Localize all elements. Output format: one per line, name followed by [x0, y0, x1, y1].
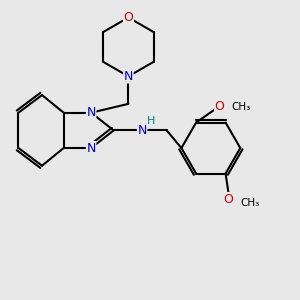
Text: O: O [215, 100, 225, 113]
Text: N: N [124, 70, 133, 83]
Text: O: O [224, 193, 233, 206]
Text: CH₃: CH₃ [232, 102, 251, 112]
Text: N: N [86, 142, 96, 154]
Text: CH₃: CH₃ [240, 198, 260, 208]
Text: N: N [86, 106, 96, 119]
Text: O: O [124, 11, 133, 24]
Text: H: H [147, 116, 155, 126]
Text: N: N [137, 124, 147, 137]
